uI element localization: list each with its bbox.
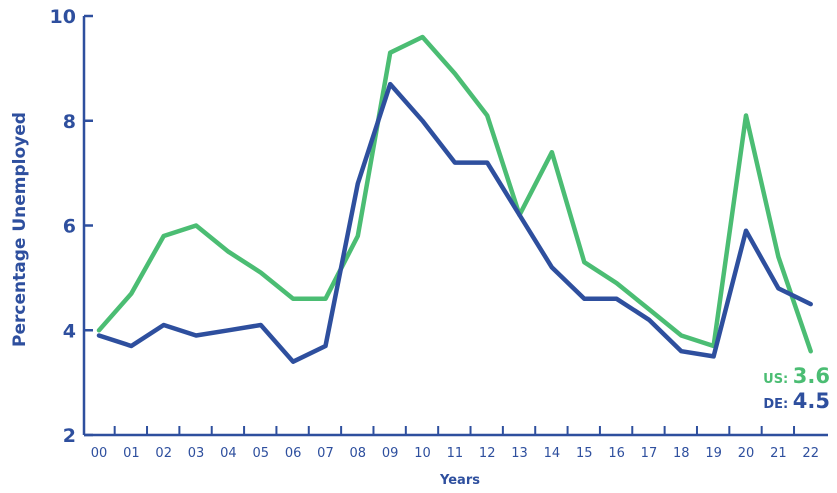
x-tick-label: 04 (220, 446, 237, 461)
x-tick-label: 03 (188, 446, 205, 461)
x-tick-label: 16 (608, 446, 625, 461)
x-tick-label: 12 (479, 446, 496, 461)
x-axis-label: Years (439, 473, 480, 488)
x-tick-label: 02 (155, 446, 172, 461)
x-tick-label: 15 (576, 446, 593, 461)
x-tick-label: 22 (802, 446, 819, 461)
series-lines (96, 34, 813, 364)
y-axis-ticks: 2 4 6 8 10 (50, 6, 93, 447)
x-axis-ticks: 00 01 02 03 04 05 06 07 08 09 10 11 12 13 14 15 16 17 18 19… (91, 426, 819, 461)
end-label-series-name: US: (763, 372, 793, 387)
end-label-value: 3.6 (793, 364, 830, 388)
x-tick-label: 08 (350, 446, 367, 461)
end-label-us: US: 3.6 (763, 364, 830, 388)
x-tick-label: 06 (285, 446, 302, 461)
y-axis-label: Percentage Unemployed (10, 112, 30, 347)
axis-labels: Percentage Unemployed Years (10, 112, 480, 488)
x-tick-label: 21 (770, 446, 787, 461)
x-tick-label: 05 (252, 446, 269, 461)
end-value-labels: US: 3.6DE: 4.5 (763, 364, 830, 413)
x-tick-label: 19 (705, 446, 722, 461)
x-tick-label: 01 (123, 446, 140, 461)
x-tick-label: 17 (641, 446, 658, 461)
y-tick-label: 10 (50, 6, 76, 28)
x-tick-label: 11 (447, 446, 464, 461)
end-label-series-name: DE: (763, 397, 792, 412)
y-tick-label: 2 (63, 425, 76, 447)
y-tick-label: 8 (63, 111, 76, 133)
x-tick-label: 10 (414, 446, 431, 461)
series-line-us (96, 34, 813, 354)
x-tick-label: 07 (317, 446, 334, 461)
y-tick-label: 6 (63, 216, 76, 238)
x-tick-label: 00 (91, 446, 108, 461)
end-label-de: DE: 4.5 (763, 389, 830, 413)
series-line-de (96, 81, 813, 364)
x-tick-label: 09 (382, 446, 399, 461)
y-tick-label: 4 (63, 320, 76, 342)
end-label-value: 4.5 (793, 389, 830, 413)
x-tick-label: 18 (673, 446, 690, 461)
x-tick-label: 14 (544, 446, 561, 461)
x-tick-label: 20 (738, 446, 755, 461)
x-tick-label: 13 (511, 446, 528, 461)
